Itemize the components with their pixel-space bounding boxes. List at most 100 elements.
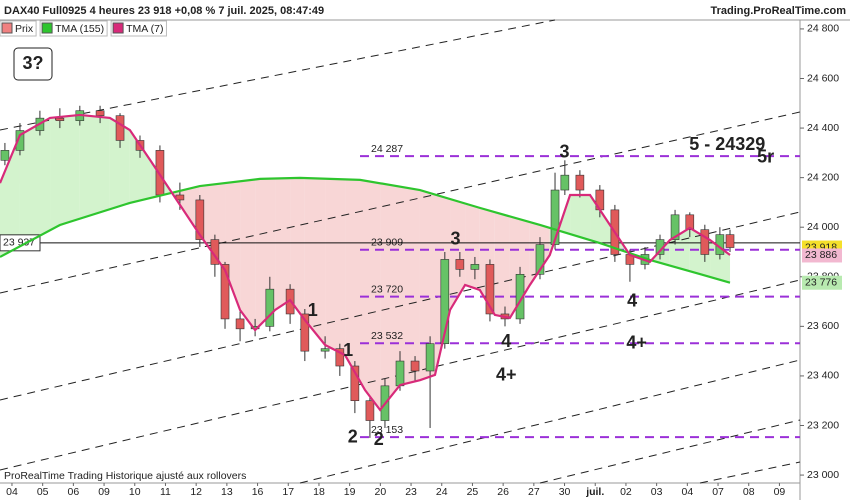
wave-label: 2 [374,429,384,449]
x-tick-label: 26 [497,486,509,498]
candle-body [440,259,450,345]
indicator-line [0,176,731,284]
wave-label: 1 [343,340,353,360]
candle-body [535,244,545,275]
x-tick-label: 20 [375,486,387,498]
candle-body [425,343,435,372]
trend-fill [570,194,591,241]
x-tick-label: 10 [129,486,141,498]
level-label: 23 532 [371,330,403,342]
y-tick-label: 24 400 [807,122,839,134]
candle-body [410,360,420,372]
trend-fill [450,198,466,310]
y-tick-label: 24 600 [807,72,839,84]
x-tick-label: 08 [743,486,755,498]
candle-body [95,110,105,116]
channel-line [699,461,801,484]
candle-body [15,130,25,151]
channel-line [0,19,556,131]
x-tick-label: 03 [651,486,663,498]
wave-label: 1 [308,300,318,320]
indicator-line [0,113,731,412]
x-tick-label: 06 [68,486,80,498]
x-tick-label: 04 [6,486,18,498]
trend-fill [275,178,291,310]
channel-line [539,419,801,484]
y-tick-label: 24 200 [807,171,839,183]
channel-line [0,211,801,401]
y-tick-label: 24 800 [807,23,839,35]
candle-body [155,150,165,196]
trend-fill [494,212,510,318]
trend-fill [304,178,326,345]
wave-label: 3 [560,142,570,162]
candle-body [560,174,570,191]
price-tag-label: 23 886 [805,249,837,261]
x-tick-label: 05 [37,486,49,498]
x-tick-label: 17 [282,486,294,498]
wave-label: 5r [757,147,774,167]
chart-title: DAX40 Full0925 4 heures 23 918 +0,08 % 7… [4,5,324,17]
candle-body [365,400,375,421]
candle-body [300,313,310,352]
candle-body [335,348,345,367]
trend-fill [290,178,305,320]
trend-fill [129,130,151,203]
trend-fill [325,178,346,356]
wave-label: 4 [501,331,511,351]
x-tick-label: 16 [252,486,264,498]
x-tick-label: 11 [160,486,171,498]
candle-body [670,214,680,240]
wave-label: 4 [627,290,637,310]
x-tick-label: 02 [620,486,632,498]
wave-label: 3 [451,228,461,248]
x-tick-label: juil. [585,486,604,498]
trend-fill [0,135,20,257]
x-tick-label: 12 [190,486,202,498]
last-price-label: 23 937 [3,237,35,249]
trend-fill [419,190,435,381]
legend-box [41,22,53,34]
x-tick-label: 09 [774,486,786,498]
candle-body [485,264,495,315]
trend-fill [365,180,381,410]
candle-body [455,259,465,270]
x-tick-label: 27 [528,486,540,498]
legend-label: TMA (155) [55,23,104,35]
trend-fill [590,194,610,247]
candle-body [395,360,405,387]
badge: 3? [22,53,43,73]
channel-line [0,111,801,294]
x-tick-label: 25 [467,486,479,498]
price-tag [802,248,842,263]
x-tick-label: 30 [559,486,571,498]
wave-label: 2 [348,427,358,447]
trend-fill [19,117,51,247]
legend-frame [0,20,37,37]
legend-label: Prix [15,23,34,35]
x-tick-label: 09 [98,486,110,498]
legend-frame [110,20,167,37]
legend-box [1,22,13,34]
x-tick-label: 18 [313,486,325,498]
trend-fill [710,240,731,283]
y-tick-label: 23 000 [807,469,839,481]
level-label: 23 720 [371,283,403,295]
candle-body [265,288,275,327]
x-tick-label: 19 [344,486,356,498]
y-tick-label: 23 400 [807,370,839,382]
candle-body [550,189,560,245]
candle-body [235,318,245,330]
x-tick-label: 24 [436,486,448,498]
trend-fill [345,179,366,391]
y-tick-label: 23 200 [807,419,839,431]
site-name: Trading.ProRealTime.com [710,5,846,17]
level-label: 23 153 [371,424,403,436]
legend-box [112,22,124,34]
candle-body [220,264,230,320]
trend-fill [50,114,80,231]
trend-fill [465,203,480,290]
candle-body [685,214,695,230]
badge-box [13,47,53,81]
